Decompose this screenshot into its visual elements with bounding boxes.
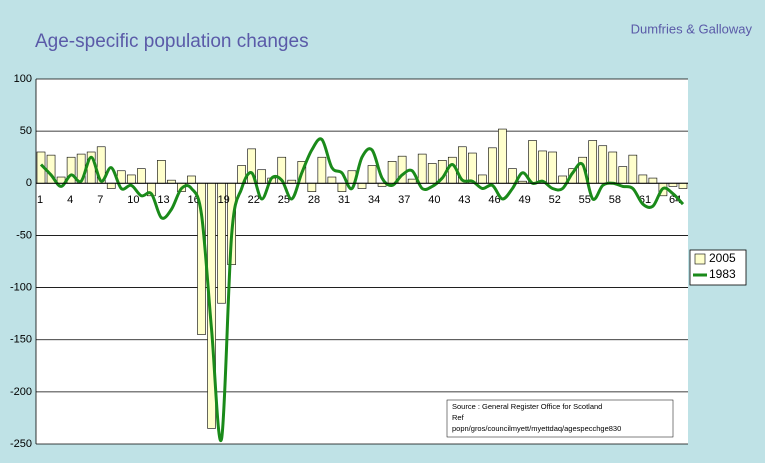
bar — [317, 156, 327, 184]
legend-label: 1983 — [709, 267, 736, 281]
source-note: Source : General Register Office for Sco… — [452, 402, 602, 411]
chart-title: Age-specific population changes — [35, 31, 309, 52]
x-tick-label: 58 — [609, 194, 621, 206]
bar — [327, 176, 337, 184]
bar — [528, 140, 537, 184]
y-tick-label: -150 — [10, 334, 32, 346]
x-tick-label: 4 — [67, 194, 73, 206]
bar — [618, 166, 628, 184]
y-tick-label: -100 — [10, 281, 32, 293]
bar — [137, 168, 146, 184]
source-note: Ref — [452, 413, 465, 422]
source-note: popn/gros/councilmyett/myettdaq/agespecc… — [452, 424, 621, 433]
y-tick-label: 100 — [14, 73, 32, 85]
chart-subtitle: Dumfries & Galloway — [631, 21, 753, 36]
x-tick-label: 22 — [248, 194, 260, 206]
bar — [468, 152, 477, 184]
bar — [678, 182, 688, 189]
legend-swatch — [694, 253, 706, 265]
bar — [478, 174, 487, 184]
x-tick-label: 40 — [428, 194, 440, 206]
bar — [257, 169, 267, 184]
bar — [638, 174, 648, 184]
x-tick-label: 31 — [338, 194, 350, 206]
bar — [126, 174, 136, 184]
bar — [407, 178, 417, 184]
x-tick-label: 52 — [549, 194, 561, 206]
x-tick-label: 46 — [488, 194, 500, 206]
y-tick-label: -50 — [16, 229, 32, 241]
x-tick-label: 1 — [37, 194, 43, 206]
x-tick-label: 13 — [157, 194, 169, 206]
x-tick-label: 10 — [127, 194, 139, 206]
bar — [488, 147, 497, 184]
bar — [387, 161, 397, 184]
bar — [427, 163, 437, 184]
bar — [337, 182, 347, 192]
x-tick-label: 34 — [368, 194, 380, 206]
bar — [498, 128, 507, 184]
x-tick-label: 7 — [97, 194, 103, 206]
bar — [106, 182, 116, 189]
bar — [307, 182, 317, 192]
x-tick-label: 55 — [579, 194, 591, 206]
bar — [157, 160, 166, 184]
bar — [538, 150, 547, 184]
bar — [548, 151, 557, 184]
y-tick-label: -200 — [10, 386, 32, 398]
x-tick-label: 43 — [458, 194, 470, 206]
bar — [357, 182, 367, 189]
bar — [588, 140, 598, 184]
bar — [367, 165, 377, 184]
y-tick-label: -250 — [10, 438, 32, 450]
x-tick-label: 49 — [518, 194, 530, 206]
bar — [417, 153, 427, 184]
bar — [598, 145, 608, 184]
x-tick-label: 25 — [278, 194, 290, 206]
bar — [648, 177, 658, 184]
legend — [689, 249, 747, 286]
y-tick-label: 50 — [20, 125, 32, 137]
bar — [187, 175, 196, 184]
legend-label: 2005 — [709, 251, 736, 265]
x-tick-label: 37 — [398, 194, 410, 206]
y-tick-label: 0 — [26, 177, 32, 189]
bar — [608, 151, 618, 184]
source-box — [446, 399, 674, 438]
bar — [628, 154, 638, 184]
x-tick-label: 28 — [308, 194, 320, 206]
plot-area — [36, 79, 688, 444]
x-tick-label: 19 — [218, 194, 230, 206]
